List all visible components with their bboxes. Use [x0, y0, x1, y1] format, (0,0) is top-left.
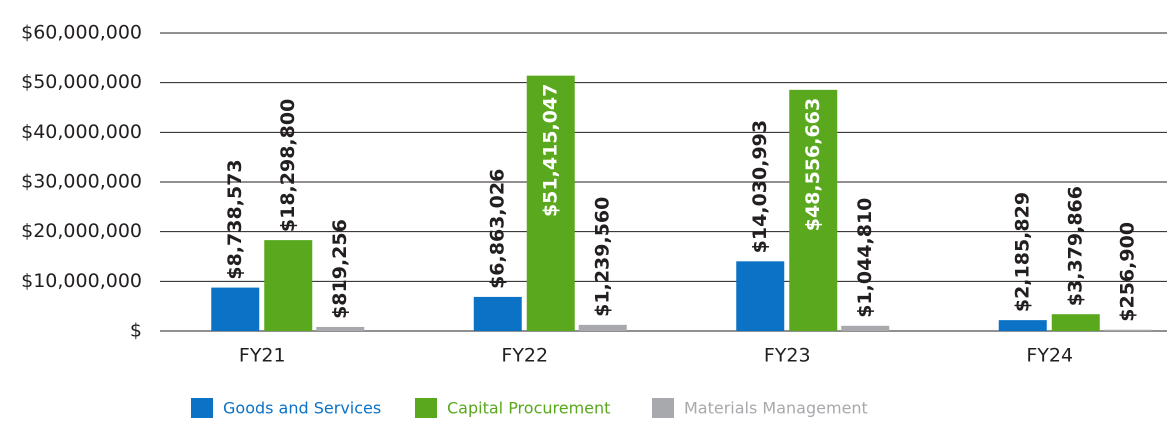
legend-label: Materials Management [684, 399, 868, 418]
x-tick-label: FY22 [501, 345, 548, 367]
y-tick-label: $60,000,000 [21, 22, 142, 44]
value-label: $819,256 [329, 219, 351, 319]
legend-swatch [191, 398, 213, 418]
y-tick-label: $ [130, 320, 142, 342]
y-tick-label: $10,000,000 [21, 270, 142, 292]
value-label: $18,298,800 [277, 99, 299, 232]
y-tick-label: $40,000,000 [21, 121, 142, 143]
value-label: $256,900 [1116, 222, 1138, 322]
y-tick-label: $20,000,000 [21, 220, 142, 242]
bar [211, 287, 260, 331]
bar [526, 75, 575, 331]
bar [473, 296, 522, 331]
x-tick-label: FY21 [239, 345, 286, 367]
bar [578, 324, 627, 331]
value-label: $1,239,560 [591, 197, 613, 317]
y-tick-label: $50,000,000 [21, 71, 142, 93]
bar [841, 325, 890, 331]
value-label: $3,379,866 [1064, 186, 1086, 306]
x-tick-label: FY24 [1026, 345, 1073, 367]
legend-swatch [652, 398, 674, 418]
y-tick-label: $30,000,000 [21, 171, 142, 193]
value-label: $51,415,047 [539, 84, 561, 217]
value-label: $1,044,810 [854, 198, 876, 318]
value-label: $8,738,573 [224, 159, 246, 279]
value-label: $48,556,663 [802, 98, 824, 231]
bar [264, 240, 313, 331]
value-label: $6,863,026 [486, 169, 508, 289]
bar [1051, 314, 1100, 331]
value-label: $2,185,829 [1011, 192, 1033, 312]
value-label: $14,030,993 [749, 120, 771, 253]
bar [998, 320, 1047, 331]
bar [1103, 329, 1152, 331]
x-tick-label: FY23 [764, 345, 811, 367]
legend-label: Capital Procurement [447, 399, 610, 418]
legend-swatch [415, 398, 437, 418]
bar [789, 89, 838, 332]
legend-label: Goods and Services [223, 399, 381, 418]
bar [736, 261, 785, 331]
bar [316, 326, 365, 331]
